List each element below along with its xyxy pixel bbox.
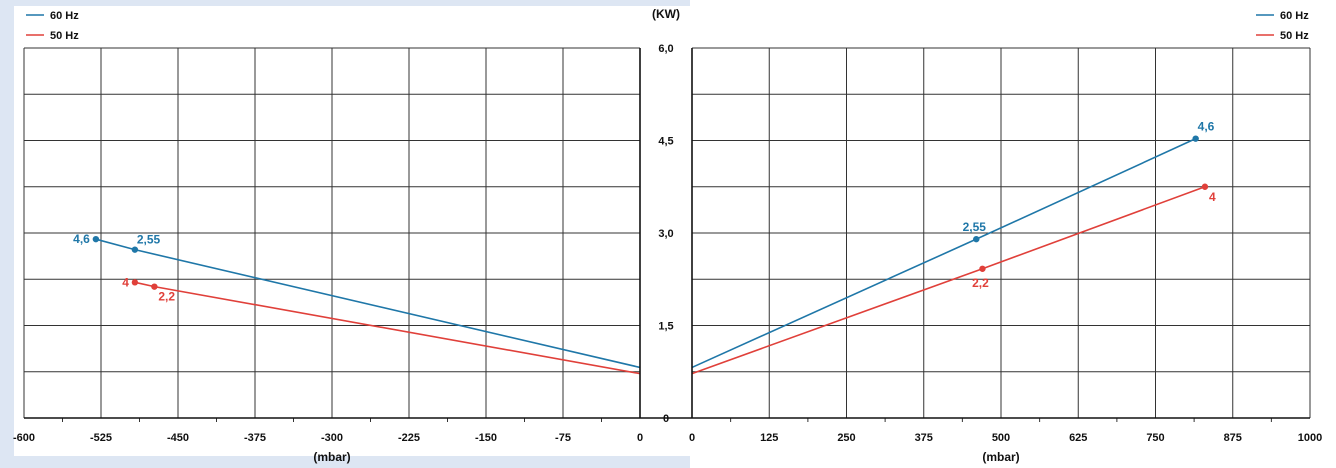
- right-x-tick-label: 875: [1224, 432, 1242, 444]
- left-x-tick-label: -600: [13, 432, 35, 444]
- right-panel-bg: [690, 0, 1336, 468]
- right-data-point: [973, 235, 980, 243]
- y-tick-label: 4,5: [658, 136, 673, 148]
- y-tick-label: 6,0: [658, 43, 673, 55]
- right-x-tick-label: 625: [1069, 432, 1087, 444]
- right-data-label: 2,55: [963, 220, 987, 234]
- left-data-label: 4,6: [73, 232, 90, 246]
- left-x-tick-label: -525: [90, 432, 112, 444]
- right-data-point: [1192, 135, 1199, 142]
- y-tick-label: 0: [663, 413, 669, 425]
- right-x-tick-label: 500: [992, 432, 1010, 444]
- y-unit-label: (KW): [652, 7, 680, 21]
- y-tick-label: 1,5: [658, 321, 673, 333]
- right-data-label: 2,2: [972, 276, 989, 290]
- left-x-tick-label: 0: [637, 432, 643, 444]
- left-data-label: 2,55: [137, 233, 161, 247]
- left-x-tick-label: -225: [398, 432, 420, 444]
- right-x-tick-label: 375: [915, 432, 933, 444]
- left-data-label: 2,2: [158, 290, 175, 304]
- right-data-label: 4,6: [1198, 120, 1215, 134]
- left-x-axis-label: (mbar): [313, 450, 350, 464]
- left-x-tick-label: -375: [244, 432, 266, 444]
- right-data-point: [979, 265, 986, 272]
- left-data-label: 4: [122, 275, 129, 289]
- right-x-tick-label: 750: [1146, 432, 1164, 444]
- right-x-tick-label: 250: [837, 432, 855, 444]
- left-panel-bg: [14, 6, 690, 456]
- left-x-tick-label: -450: [167, 432, 189, 444]
- right-x-tick-label: 0: [689, 432, 695, 444]
- left-legend-label: 60 Hz: [50, 10, 79, 22]
- right-data-point: [1201, 183, 1209, 190]
- right-x-tick-label: 1000: [1298, 432, 1322, 444]
- left-legend-label: 50 Hz: [50, 30, 79, 42]
- right-legend-label: 50 Hz: [1280, 30, 1309, 42]
- left-data-point: [131, 246, 139, 253]
- left-data-point: [131, 279, 139, 286]
- left-data-point: [92, 235, 100, 243]
- left-data-point: [151, 283, 158, 290]
- right-x-tick-label: 125: [760, 432, 778, 444]
- left-x-tick-label: -75: [555, 432, 571, 444]
- left-x-tick-label: -150: [475, 432, 497, 444]
- right-legend-label: 60 Hz: [1280, 10, 1309, 22]
- left-x-tick-label: -300: [321, 432, 343, 444]
- right-data-label: 4: [1209, 190, 1216, 204]
- right-x-axis-label: (mbar): [982, 450, 1019, 464]
- y-tick-label: 3,0: [658, 228, 673, 240]
